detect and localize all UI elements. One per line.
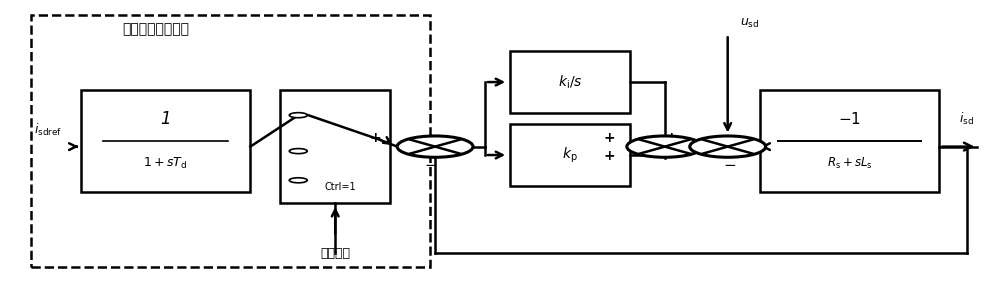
Bar (81, 91, 250, 191)
Circle shape (289, 178, 307, 183)
Bar (280, 91, 390, 203)
Text: $u_\mathrm{sd}$: $u_\mathrm{sd}$ (740, 17, 759, 30)
Text: Ctrl=1: Ctrl=1 (325, 182, 357, 192)
Text: $i_\mathrm{sd}$: $i_\mathrm{sd}$ (959, 111, 974, 127)
Bar (510, 51, 630, 113)
Text: 启动信号: 启动信号 (320, 247, 350, 260)
Text: $k_\mathrm{p}$: $k_\mathrm{p}$ (562, 146, 578, 165)
Circle shape (627, 136, 703, 157)
Text: +: + (603, 131, 615, 145)
Circle shape (289, 113, 307, 118)
Text: −: − (425, 158, 437, 173)
Text: $k_\mathrm{i}/s$: $k_\mathrm{i}/s$ (558, 73, 582, 91)
Text: +: + (603, 149, 615, 164)
Bar (760, 91, 939, 191)
Text: $1+sT_\mathrm{d}$: $1+sT_\mathrm{d}$ (143, 156, 188, 171)
Circle shape (690, 136, 766, 157)
Bar (31, 15, 430, 267)
Bar (510, 124, 630, 186)
Text: +: + (666, 131, 678, 145)
Text: +: + (369, 131, 381, 145)
Text: −: − (723, 158, 736, 173)
Text: 桥臂电流抑制控制: 桥臂电流抑制控制 (122, 22, 189, 36)
Circle shape (289, 149, 307, 154)
Text: $i_\mathrm{sdref}$: $i_\mathrm{sdref}$ (34, 122, 62, 138)
Text: $R_\mathrm{s}+sL_\mathrm{s}$: $R_\mathrm{s}+sL_\mathrm{s}$ (827, 156, 872, 171)
Circle shape (397, 136, 473, 157)
Text: $-1$: $-1$ (838, 111, 861, 127)
Text: 1: 1 (160, 110, 171, 128)
